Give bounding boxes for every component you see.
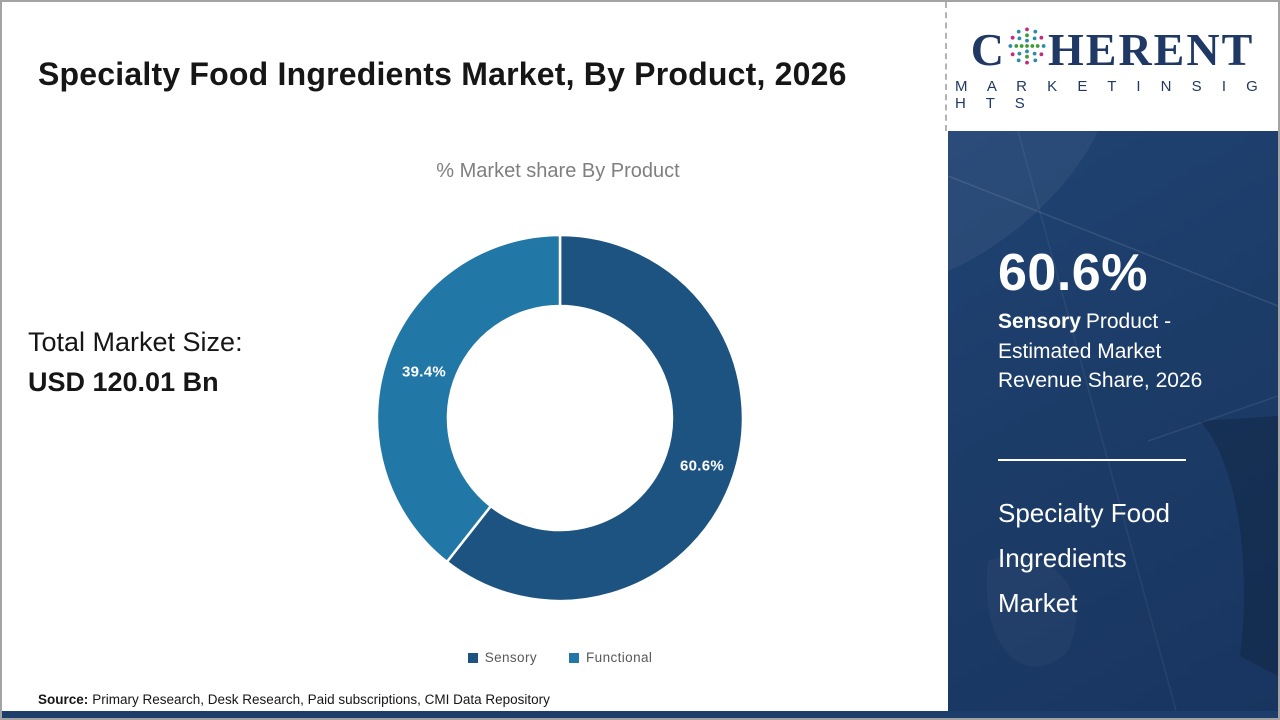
legend-item-functional: Functional [569,650,652,665]
chart-legend: Sensory Functional [370,650,750,665]
world-map-overlay [948,131,1278,718]
sidebar-divider [998,459,1186,461]
logo-box: C HERENT M [945,2,1278,131]
legend-label-functional: Functional [586,650,653,665]
brand-suffix: HERENT [1047,24,1255,75]
source-text: Primary Research, Desk Research, Paid su… [92,692,550,707]
legend-item-sensory: Sensory [467,650,538,665]
source-line: Source: Primary Research, Desk Research, … [38,692,550,707]
legend-swatch-sensory-icon [467,652,478,663]
sidebar-panel: 60.6% Sensory Product - Estimated Market … [948,131,1278,718]
brand-logo: C HERENT [971,27,1255,73]
donut-slice-functional [375,233,562,564]
total-market-size-block: Total Market Size: USD 120.01 Bn [28,322,243,402]
donut-chart: 60.6% 39.4% [370,228,750,608]
donut-slice-sensory [445,233,745,603]
donut-chart-svg [375,233,745,603]
sidebar-stat-caption: Sensory Product - Estimated Market Revenu… [998,307,1213,396]
stat-caption-segment: Sensory [998,310,1081,333]
legend-swatch-functional-icon [569,652,580,663]
source-label: Source: [38,692,89,707]
slice-label-sensory: 60.6% [679,457,725,475]
bottom-accent-strip [2,711,1278,718]
brand-tagline: M A R K E T I N S I G H T S [955,78,1266,112]
total-market-size-value: USD 120.01 Bn [28,367,219,397]
total-market-size-label: Total Market Size: [28,327,243,357]
sidebar-market-name: Specialty Food Ingredients Market [998,498,1170,618]
page-title: Specialty Food Ingredients Market, By Pr… [38,56,847,93]
slice-label-functional: 39.4% [401,363,447,381]
stat-caption-text: Product - Estimated Market Revenue Share… [998,310,1203,392]
brand-prefix: C [970,24,1006,75]
chart-title: % Market share By Product [436,160,680,182]
sidebar-stat-value: 60.6% [998,244,1148,302]
dotted-globe-icon [1008,27,1046,73]
legend-label-sensory: Sensory [484,650,538,665]
